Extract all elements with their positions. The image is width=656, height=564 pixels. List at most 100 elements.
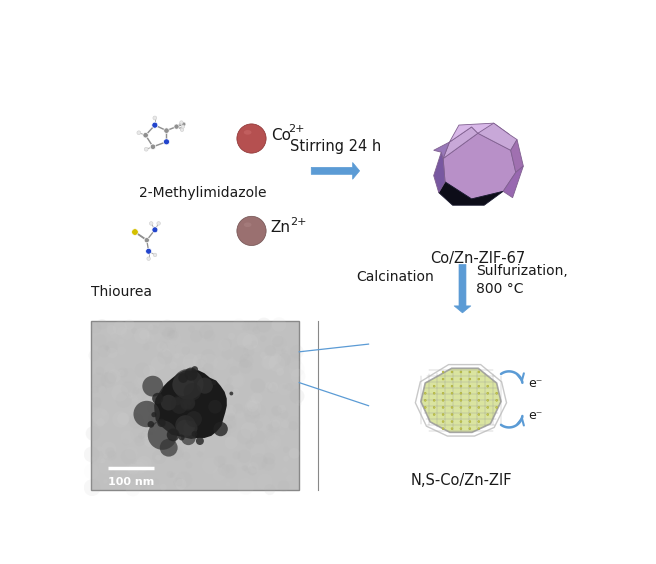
Circle shape xyxy=(469,428,471,430)
Circle shape xyxy=(202,391,211,400)
Circle shape xyxy=(251,393,262,404)
Circle shape xyxy=(152,412,157,417)
Circle shape xyxy=(256,318,272,333)
Circle shape xyxy=(148,420,177,450)
Circle shape xyxy=(478,428,480,430)
Circle shape xyxy=(469,421,471,422)
Circle shape xyxy=(213,414,222,423)
Circle shape xyxy=(96,383,107,394)
Circle shape xyxy=(231,374,243,387)
Circle shape xyxy=(272,419,280,428)
Circle shape xyxy=(264,345,276,356)
Circle shape xyxy=(232,451,241,460)
Circle shape xyxy=(238,359,253,374)
Circle shape xyxy=(487,413,489,416)
Circle shape xyxy=(191,431,197,438)
Circle shape xyxy=(264,484,276,495)
Circle shape xyxy=(169,446,184,461)
Circle shape xyxy=(118,338,124,345)
Circle shape xyxy=(280,430,285,435)
Circle shape xyxy=(148,421,154,428)
Circle shape xyxy=(460,413,462,416)
Circle shape xyxy=(230,391,234,395)
Circle shape xyxy=(176,420,194,437)
Circle shape xyxy=(163,139,169,145)
Circle shape xyxy=(487,399,489,402)
Circle shape xyxy=(214,456,225,467)
Circle shape xyxy=(237,478,255,495)
Circle shape xyxy=(117,413,129,425)
Circle shape xyxy=(220,426,225,432)
Circle shape xyxy=(199,411,212,424)
Circle shape xyxy=(186,461,192,468)
Circle shape xyxy=(113,321,127,335)
Circle shape xyxy=(233,318,245,331)
Circle shape xyxy=(424,407,426,408)
Circle shape xyxy=(136,394,141,399)
Circle shape xyxy=(129,413,144,429)
Ellipse shape xyxy=(244,222,251,227)
Circle shape xyxy=(141,482,147,488)
Circle shape xyxy=(184,399,201,415)
Circle shape xyxy=(173,369,203,400)
Circle shape xyxy=(144,237,150,243)
Circle shape xyxy=(460,407,462,408)
Circle shape xyxy=(283,447,289,453)
Circle shape xyxy=(192,366,198,373)
Circle shape xyxy=(89,350,100,361)
Circle shape xyxy=(123,439,129,446)
Circle shape xyxy=(213,407,222,416)
Circle shape xyxy=(190,331,202,342)
Circle shape xyxy=(254,415,271,431)
Circle shape xyxy=(247,320,258,331)
Circle shape xyxy=(142,432,150,439)
Circle shape xyxy=(133,401,160,428)
Circle shape xyxy=(469,385,471,387)
Circle shape xyxy=(145,337,152,343)
Text: Co: Co xyxy=(271,128,291,143)
Circle shape xyxy=(147,257,150,261)
Circle shape xyxy=(237,216,266,245)
Circle shape xyxy=(181,419,194,431)
Circle shape xyxy=(181,431,195,445)
Circle shape xyxy=(451,428,453,430)
Circle shape xyxy=(201,390,216,404)
Circle shape xyxy=(442,407,444,408)
Circle shape xyxy=(271,440,278,447)
Text: N,S-Co/Zn-ZIF: N,S-Co/Zn-ZIF xyxy=(410,473,512,488)
FancyBboxPatch shape xyxy=(91,321,299,491)
Circle shape xyxy=(91,323,102,333)
Circle shape xyxy=(101,409,108,416)
Circle shape xyxy=(268,355,285,372)
Circle shape xyxy=(270,417,283,430)
Circle shape xyxy=(153,116,157,120)
Circle shape xyxy=(433,385,435,387)
Circle shape xyxy=(136,388,148,400)
Circle shape xyxy=(136,456,152,471)
Circle shape xyxy=(117,346,126,355)
Circle shape xyxy=(173,396,182,406)
Circle shape xyxy=(478,371,480,373)
Circle shape xyxy=(288,416,301,429)
Circle shape xyxy=(138,433,145,439)
Circle shape xyxy=(245,399,261,416)
Circle shape xyxy=(222,349,233,360)
Circle shape xyxy=(143,384,150,390)
Circle shape xyxy=(159,320,176,337)
Circle shape xyxy=(133,387,140,395)
Circle shape xyxy=(148,324,154,330)
Polygon shape xyxy=(443,133,516,199)
Polygon shape xyxy=(434,142,449,158)
Circle shape xyxy=(278,481,289,492)
Circle shape xyxy=(175,479,186,490)
Circle shape xyxy=(146,248,152,254)
Circle shape xyxy=(180,395,195,411)
Circle shape xyxy=(228,359,234,364)
Polygon shape xyxy=(439,182,503,205)
Circle shape xyxy=(433,413,435,416)
Circle shape xyxy=(148,422,157,433)
Circle shape xyxy=(180,380,185,385)
Circle shape xyxy=(100,372,116,387)
Circle shape xyxy=(115,392,132,408)
Circle shape xyxy=(182,122,186,126)
